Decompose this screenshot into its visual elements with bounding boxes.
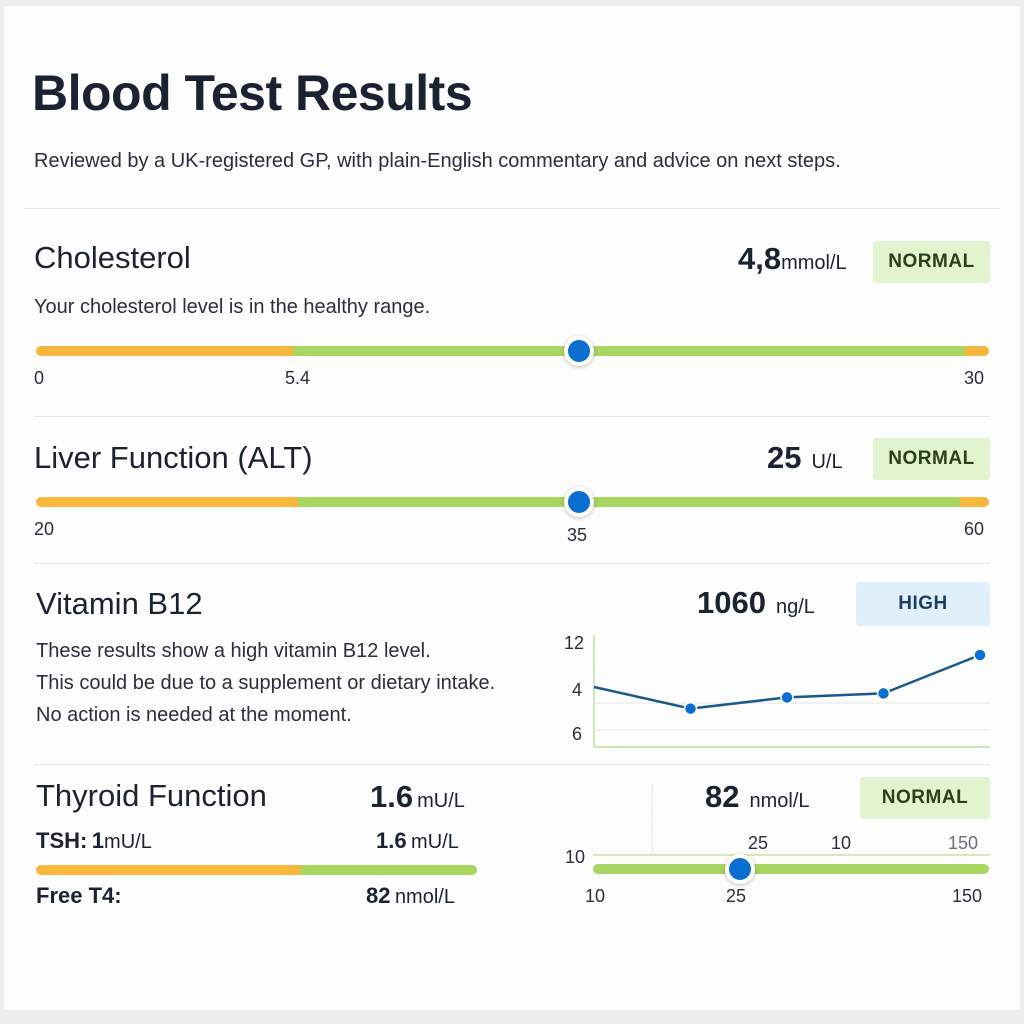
range-low-segment [36, 497, 299, 507]
t4-result: 82 nmol/L [366, 883, 455, 909]
thyroid-right-unit: nmol/L [749, 790, 810, 812]
b12-data-point[interactable] [780, 690, 794, 705]
thyroid-guide-line [652, 784, 653, 856]
cholesterol-tick-max: 30 [964, 368, 985, 388]
slider-tick-top: 25 [748, 833, 769, 853]
chart-y-tick-label: 12 [564, 633, 584, 653]
thyroid-summary-number: 1.6 [370, 779, 414, 814]
t4-range-bar [593, 864, 989, 874]
range-low-segment [36, 346, 294, 356]
b12-value: 1060 ng/L [697, 585, 815, 621]
b12-data-point[interactable] [683, 701, 698, 716]
page-subtitle: Reviewed by a UK-registered GP, with pla… [34, 150, 841, 172]
range-normal-segment [293, 346, 966, 356]
tsh-result: 1.6 mU/L [376, 828, 459, 854]
thyroid-status-badge: NORMAL [860, 777, 990, 819]
slider-tick-bottom: 150 [952, 886, 983, 906]
cholesterol-range-bar [36, 346, 989, 356]
slider-left-label: 10 [565, 847, 586, 867]
slider-tick-bottom: 10 [585, 886, 606, 906]
liver-value-number: 25 [767, 440, 802, 475]
liver-marker[interactable] [564, 487, 595, 517]
thyroid-title: Thyroid Function [36, 778, 267, 813]
tsh-result-value: 1.6 [376, 828, 407, 853]
tsh-value: 1 [91, 828, 105, 853]
liver-tick-min: 20 [34, 519, 55, 539]
page-title: Blood Test Results [32, 65, 473, 121]
t4-label: Free T4: [36, 883, 122, 908]
liver-range-bar [36, 497, 989, 507]
slider-tick-top: 150 [948, 833, 979, 853]
slider-tick-bottom: 25 [726, 886, 747, 906]
b12-description-line: This could be due to a supplement or die… [36, 672, 496, 694]
slider-tick-top: 10 [831, 833, 852, 853]
b12-title: Vitamin B12 [36, 586, 203, 621]
cholesterol-status-badge: NORMAL [873, 241, 990, 283]
b12-data-point[interactable] [973, 648, 987, 662]
range-normal-segment [593, 864, 989, 874]
t4-value: 82 [366, 883, 391, 908]
liver-tick-mid: 35 [567, 525, 588, 545]
cholesterol-value-number: 4,8 [738, 241, 782, 276]
tsh-result-unit: mU/L [411, 831, 459, 853]
chart-y-tick-label: 4 [572, 680, 582, 700]
liver-tick-max: 60 [964, 519, 985, 539]
t4-marker[interactable] [724, 854, 755, 884]
slider-upper-rule [593, 854, 990, 856]
b12-trend-chart: 12 4 6 [564, 633, 990, 748]
thyroid-summary-value: 1.6 mU/L [370, 779, 465, 815]
tsh-label: TSH: [36, 828, 88, 853]
tsh-row-label: TSH: 1mU/L [36, 828, 152, 854]
b12-description-line: No action is needed at the moment. [36, 704, 352, 726]
range-high-segment [965, 346, 989, 356]
b12-description-line: These results show a high vitamin B12 le… [36, 640, 431, 662]
b12-description: These results show a high vitamin B12 le… [36, 635, 495, 731]
results-card [4, 6, 1020, 1010]
cholesterol-title: Cholesterol [34, 240, 191, 275]
liver-value: 25 U/L [767, 440, 843, 476]
header-divider [24, 208, 1000, 209]
section-divider [34, 764, 990, 765]
b12-status-badge: HIGH [856, 582, 990, 626]
range-low-segment [36, 865, 301, 875]
tsh-unit: mU/L [104, 831, 152, 853]
cholesterol-value-unit: mmol/L [781, 252, 847, 274]
range-normal-segment [300, 865, 477, 875]
range-normal-segment [298, 497, 961, 507]
thyroid-right-number: 82 [705, 779, 740, 814]
b12-value-unit: ng/L [775, 596, 815, 618]
section-divider [34, 416, 990, 417]
liver-title: Liver Function (ALT) [34, 440, 313, 475]
cholesterol-description: Your cholesterol level is in the healthy… [34, 296, 431, 318]
liver-value-unit: U/L [811, 451, 843, 473]
liver-status-badge: NORMAL [873, 438, 990, 480]
range-high-segment [960, 497, 989, 507]
t4-unit: nmol/L [394, 886, 455, 908]
b12-data-point[interactable] [876, 686, 891, 701]
cholesterol-tick-min: 0 [34, 368, 45, 388]
cholesterol-tick-mid: 5.4 [285, 368, 311, 388]
chart-y-tick-label: 6 [572, 724, 582, 744]
thyroid-summary-unit: mU/L [417, 790, 465, 812]
b12-value-number: 1060 [697, 585, 766, 620]
tsh-range-bar [36, 865, 477, 875]
thyroid-right-value: 82 nmol/L [705, 779, 810, 815]
cholesterol-value: 4,8mmol/L [738, 241, 847, 277]
section-divider [34, 563, 990, 564]
cholesterol-marker[interactable] [564, 336, 595, 366]
